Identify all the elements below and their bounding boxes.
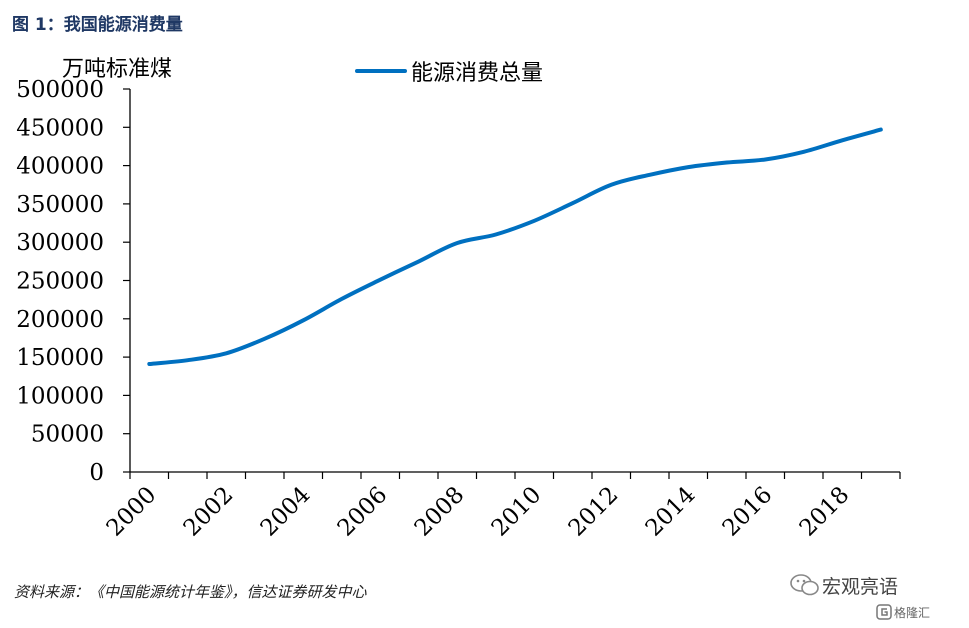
y-tick-label: 500000	[16, 77, 104, 103]
x-tick-label: 2008	[410, 482, 470, 542]
x-tick-label: 2000	[102, 482, 162, 542]
y-axis: 0 50000 100000 150000 200000 250000 300000 3500…	[16, 77, 131, 486]
watermark-sub: 格隆汇	[894, 606, 931, 620]
source-note: 资料来源：《中国能源统计年鉴》，信达证券研发中心	[14, 583, 367, 601]
y-tick-label: 150000	[16, 345, 104, 371]
y-tick-label: 200000	[16, 307, 104, 333]
y-tick-label: 50000	[31, 422, 104, 448]
series-area	[147, 127, 883, 366]
y-tick-label: 400000	[16, 154, 104, 180]
x-axis: 2000 2002 2004 2006 2008 2010 2012 2014 2016 2018	[102, 471, 901, 542]
x-tick-label: 2006	[333, 482, 393, 542]
x-tick-label: 2004	[256, 482, 316, 542]
gelonghui-logo-icon	[876, 604, 892, 620]
series-line-energy-consumption	[147, 127, 883, 366]
watermark: 宏观亮语 格隆汇	[790, 570, 965, 626]
y-tick-label: 250000	[16, 269, 104, 295]
x-tick-label: 2014	[641, 482, 701, 542]
y-tick-label: 350000	[16, 192, 104, 218]
y-tick-label: 300000	[16, 230, 104, 256]
y-tick-label: 0	[89, 460, 104, 486]
x-tick-label: 2002	[179, 482, 239, 542]
y-axis-label: 万吨标准煤	[62, 57, 172, 82]
wechat-icon	[790, 574, 819, 596]
legend: 能源消费总量	[355, 61, 543, 86]
x-tick-label: 2016	[718, 482, 778, 542]
figure-title: 图 1：我国能源消费量	[12, 15, 183, 35]
legend-label: 能源消费总量	[411, 61, 543, 86]
x-tick-label: 2012	[564, 482, 624, 542]
x-tick-label: 2010	[487, 482, 547, 542]
x-tick-label: 2018	[795, 482, 855, 542]
y-tick-label: 100000	[16, 383, 104, 409]
y-tick-label: 450000	[16, 115, 104, 141]
watermark-brand: 宏观亮语	[822, 576, 899, 598]
